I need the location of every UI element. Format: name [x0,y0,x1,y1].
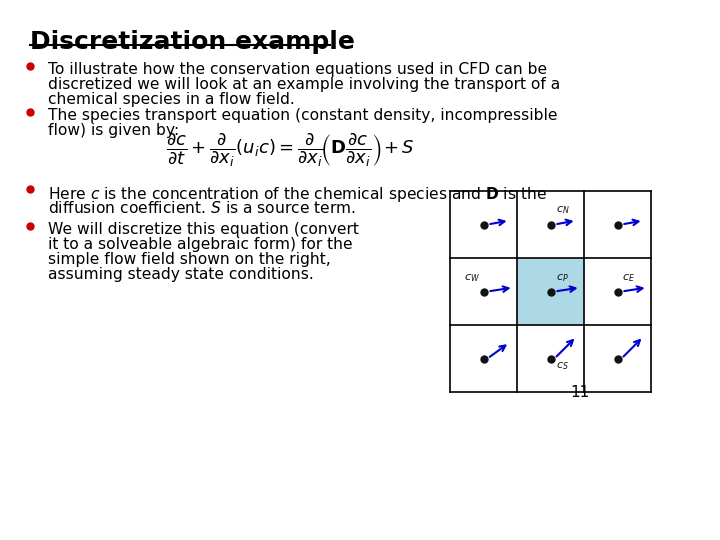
Text: $\dfrac{\partial c}{\partial t}+\dfrac{\partial}{\partial x_i}(u_i c)=\dfrac{\pa: $\dfrac{\partial c}{\partial t}+\dfrac{\… [166,131,414,169]
Text: flow) is given by:: flow) is given by: [48,123,179,138]
Text: assuming steady state conditions.: assuming steady state conditions. [48,267,314,282]
Text: $c_W$: $c_W$ [464,272,480,284]
Text: it to a solveable algebraic form) for the: it to a solveable algebraic form) for th… [48,237,353,252]
Text: $c_P$: $c_P$ [556,272,568,284]
Text: discretized we will look at an example involving the transport of a: discretized we will look at an example i… [48,77,560,92]
Bar [517,258,584,325]
Text: Here $c$ is the concentration of the chemical species and $\mathbf{D}$ is the: Here $c$ is the concentration of the che… [48,185,547,204]
Text: $c_S$: $c_S$ [556,361,568,373]
Text: 11: 11 [570,385,590,400]
Text: simple flow field shown on the right,: simple flow field shown on the right, [48,252,330,267]
Text: To illustrate how the conservation equations used in CFD can be: To illustrate how the conservation equat… [48,62,547,77]
Text: diffusion coefficient. $S$ is a source term.: diffusion coefficient. $S$ is a source t… [48,200,356,216]
Text: $c_N$: $c_N$ [557,205,570,217]
Text: We will discretize this equation (convert: We will discretize this equation (conver… [48,222,359,237]
Text: chemical species in a flow field.: chemical species in a flow field. [48,92,294,107]
Text: Discretization example: Discretization example [30,30,355,54]
Text: $c_E$: $c_E$ [623,272,636,284]
Text: The species transport equation (constant density, incompressible: The species transport equation (constant… [48,108,557,123]
